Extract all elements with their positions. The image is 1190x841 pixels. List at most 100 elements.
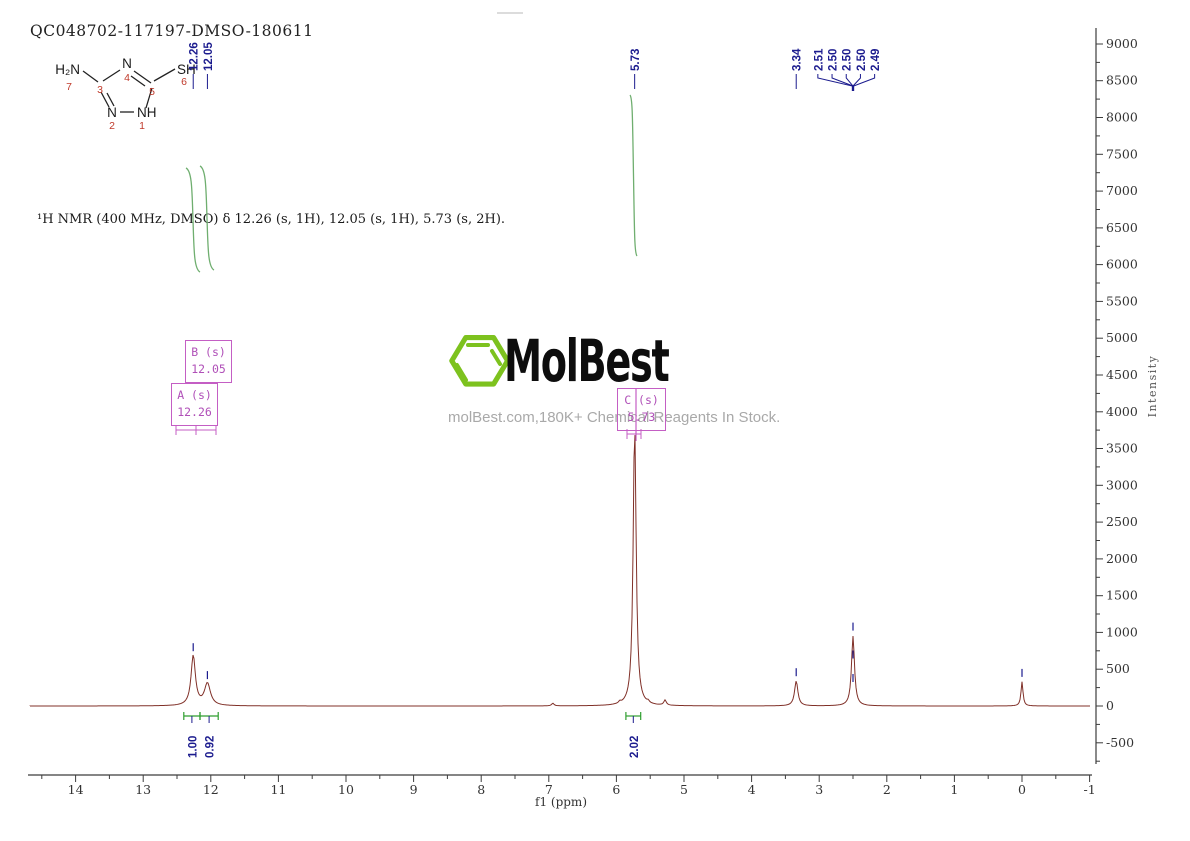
rotated-label: 2.50: [856, 49, 868, 71]
assignment-a-shift: 12.26: [177, 405, 212, 419]
y-tick-label: 4500: [1106, 367, 1138, 382]
y-tick-label: 4000: [1106, 404, 1138, 419]
peak-shift-labels: 12.26 12.05 5.73 3.34 2.51 2.50 2.50 2.50 2.49: [189, 42, 882, 91]
structure-diagram: H₂N N SH N NH 7 3 4 5 6 2 1: [55, 56, 196, 132]
integral-curves: [185, 94, 638, 273]
y-tick-label: 3500: [1106, 441, 1138, 456]
rotated-label: 2.49: [870, 49, 882, 71]
y-tick-label: 5500: [1106, 293, 1138, 308]
y-tick-label: 2000: [1106, 551, 1138, 566]
atom-number-5: 5: [149, 86, 155, 98]
rotated-label: 1.00: [187, 736, 199, 758]
atom-n2: N: [107, 105, 117, 120]
y-tick-label: 6500: [1106, 220, 1138, 235]
x-tick-label: 13: [135, 782, 151, 797]
rotated-label: 0.92: [205, 736, 217, 758]
hexagon-outline: [449, 334, 511, 387]
bond-n4-c5-double: [130, 75, 146, 87]
assignment-box-c: C (s) 5.73: [617, 388, 666, 431]
bond-amine-c3: [82, 70, 99, 83]
assignment-c-label: C (s): [624, 393, 659, 407]
y-tick-label: 1000: [1106, 624, 1138, 639]
peak-label-leader: [817, 74, 853, 91]
rotated-label: Intensity: [1146, 355, 1159, 418]
y-tick-label: 5000: [1106, 330, 1138, 345]
rotated-label: 2.50: [842, 49, 854, 71]
x-tick-label: 11: [270, 782, 286, 797]
peak-markers: [192, 622, 1023, 682]
assignment-b-label: B (s): [191, 345, 226, 359]
x-tick-label: 14: [68, 782, 84, 797]
bond-n2-c3-double: [106, 92, 115, 107]
rotated-label: 5.73: [630, 49, 642, 71]
structure-atom-numbers: 7 3 4 5 6 2 1: [66, 72, 187, 132]
assignment-marks: [175, 389, 642, 441]
page-title: QC048702-117197-DMSO-180611: [30, 22, 314, 40]
x-tick-label: 5: [680, 782, 688, 797]
atom-number-1: 1: [139, 120, 145, 132]
y-tick-label: 0: [1106, 698, 1114, 713]
y-tick-label: 7500: [1106, 146, 1138, 161]
nmr-assignment-text: ¹H NMR (400 MHz, DMSO) δ 12.26 (s, 1H), …: [37, 212, 506, 227]
x-tick-label: 3: [815, 782, 823, 797]
y-axis: 9000850080007500700065006000550050004500…: [1095, 28, 1159, 764]
rotated-label: 12.05: [203, 42, 215, 71]
atom-nh: NH: [137, 105, 157, 120]
x-tick-label: 2: [883, 782, 891, 797]
atom-thiol: SH: [177, 62, 196, 77]
rotated-label: 3.34: [792, 48, 804, 71]
rotated-label: 2.51: [813, 48, 825, 71]
integral-curve: [629, 94, 638, 257]
x-axis: 14 13 12 11 10 9 8 7 6 5 4 3 2 1 0 -1f1 (ppm): [28, 774, 1096, 809]
x-tick-label: 0: [1018, 782, 1026, 797]
bond-c5-n1: [145, 87, 153, 109]
y-tick-label: -500: [1106, 735, 1134, 750]
scan-artifact: [497, 12, 523, 14]
y-tick-label: 7000: [1106, 183, 1138, 198]
bond-n4-c5: [133, 70, 152, 84]
rotated-label: 2.50: [828, 49, 840, 71]
x-tick-label: 4: [748, 782, 756, 797]
atom-number-4: 4: [124, 72, 130, 84]
x-tick-label: 1: [950, 782, 958, 797]
y-tick-label: 1500: [1106, 588, 1138, 603]
y-tick-label: 8000: [1106, 110, 1138, 125]
x-tick-label: 7: [545, 782, 553, 797]
x-tick-label: 6: [612, 782, 620, 797]
integral-curve: [199, 165, 215, 271]
double-bond-left: [455, 363, 468, 382]
x-tick-label: 9: [410, 782, 418, 797]
integration-brackets: 1.00 0.92 2.02: [183, 712, 642, 758]
assignment-b-shift: 12.05: [191, 362, 226, 376]
x-tick-label: -1: [1084, 782, 1096, 797]
x-axis-title: f1 (ppm): [535, 795, 587, 809]
benzene-hexagon-icon: [449, 334, 511, 387]
y-tick-label: 6000: [1106, 257, 1138, 272]
spectrum-trace: [29, 435, 1090, 707]
peak-label-leader: [853, 74, 876, 91]
molbest-logo-text: MolBest: [504, 327, 670, 395]
rotated-label: 12.26: [189, 42, 201, 71]
atom-number-6: 6: [181, 76, 187, 88]
y-tick-label: 500: [1106, 661, 1130, 676]
y-tick-label: 2500: [1106, 514, 1138, 529]
atom-n4: N: [122, 56, 132, 71]
integral-curve: [185, 167, 201, 273]
double-bond-right: [490, 349, 502, 366]
y-tick-label: 9000: [1106, 36, 1138, 51]
structure-atom-labels: H₂N N SH N NH: [55, 56, 196, 120]
x-tick-label: 12: [203, 782, 219, 797]
x-tick-label: 8: [477, 782, 485, 797]
molbest-logo-icon: [449, 334, 511, 387]
bond-c5-s: [153, 68, 176, 82]
atom-number-3: 3: [97, 84, 103, 96]
assignment-box-a: A (s) 12.26: [171, 383, 218, 426]
atom-number-2: 2: [109, 120, 115, 132]
assignment-c-shift: 5.73: [627, 410, 656, 424]
peak-label-leader: [852, 74, 861, 91]
assignment-a-label: A (s): [177, 388, 212, 402]
spectrum-trace: [29, 435, 1090, 707]
y-tick-label: 8500: [1106, 73, 1138, 88]
bond-n2-c3: [100, 91, 110, 108]
